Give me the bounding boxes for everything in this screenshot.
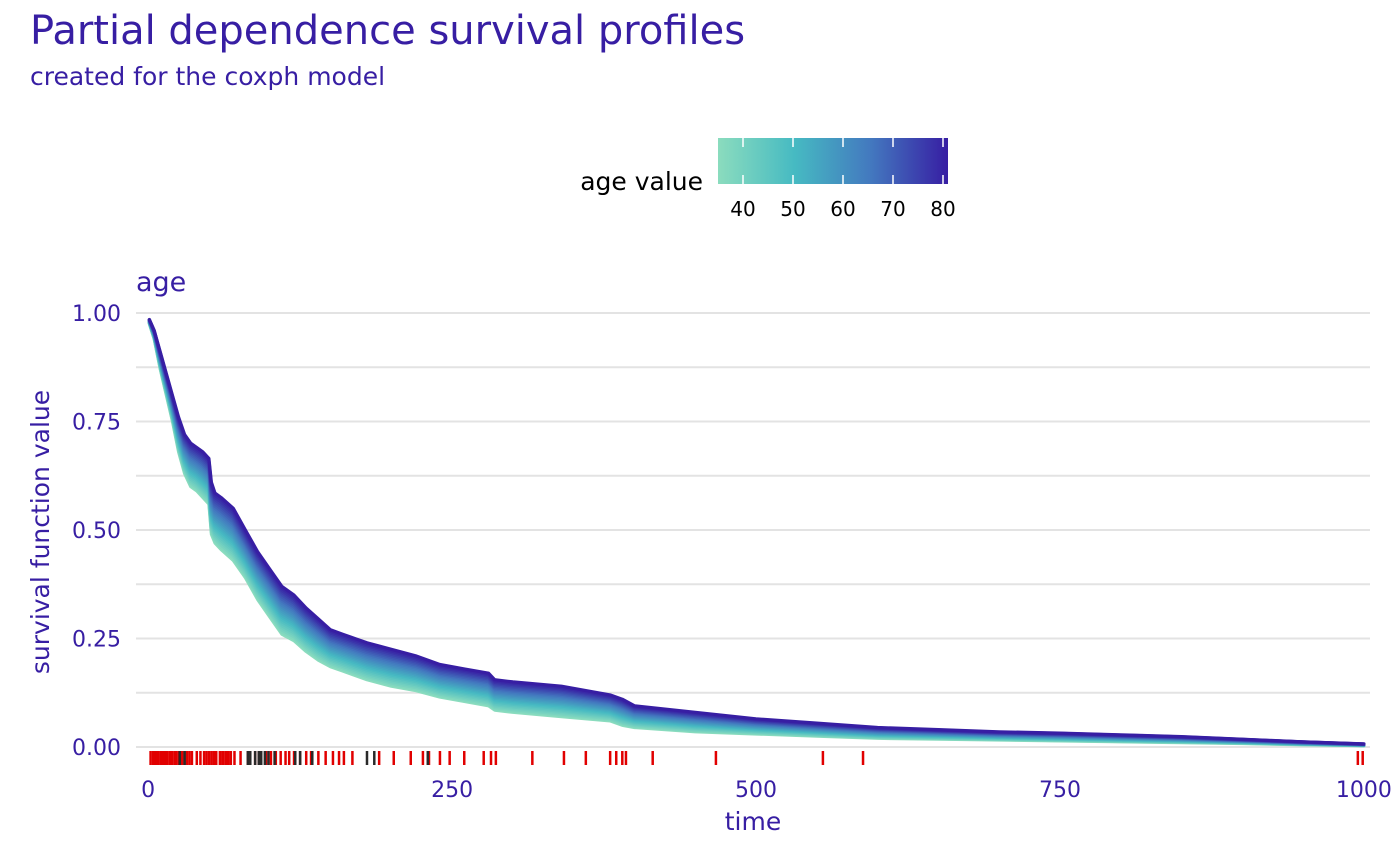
x-axis-label: time [725, 807, 781, 836]
color-legend: age value 40 50 60 70 80 [580, 138, 956, 221]
profile-line [147, 319, 1366, 747]
legend-tick-label: 80 [930, 197, 955, 221]
y-tick-label: 0.50 [72, 519, 121, 544]
profile-line [147, 321, 1366, 748]
y-tick-label: 0.00 [72, 736, 121, 761]
legend-tick-label: 40 [730, 197, 755, 221]
y-tick-label: 1.00 [72, 302, 121, 327]
y-tick-label: 0.25 [72, 627, 121, 652]
profile-line [147, 320, 1366, 747]
profile-line [147, 320, 1366, 747]
profile-line [147, 319, 1366, 747]
x-tick-label: 1000 [1336, 778, 1392, 803]
profile-line [147, 319, 1366, 747]
profile-line [147, 322, 1366, 748]
x-tick-label: 750 [1039, 778, 1081, 803]
profile-line [147, 317, 1366, 746]
rug-marks [149, 751, 1364, 765]
survival-profiles [147, 317, 1366, 748]
profile-line [147, 319, 1366, 747]
y-axis-ticks: 0.00 0.25 0.50 0.75 1.00 [72, 302, 121, 761]
profile-line [147, 321, 1366, 747]
legend-tick-label: 60 [830, 197, 855, 221]
x-tick-label: 500 [735, 778, 777, 803]
legend-title: age value [580, 167, 703, 196]
profile-line [147, 318, 1366, 746]
legend-colorbar [718, 138, 948, 184]
gridlines [136, 312, 1370, 748]
profile-line [147, 321, 1366, 748]
profile-line [147, 320, 1366, 747]
profile-line [147, 318, 1366, 746]
y-axis-label: survival function value [26, 390, 55, 674]
profile-line [147, 321, 1366, 747]
legend-tick-label: 50 [780, 197, 805, 221]
facet-label: age [136, 267, 186, 298]
profile-line [147, 321, 1366, 748]
profile-line [147, 319, 1366, 747]
chart-subtitle: created for the coxph model [30, 62, 386, 91]
profile-line [147, 318, 1366, 746]
y-tick-label: 0.75 [72, 411, 121, 436]
profile-line [147, 320, 1366, 747]
chart-title: Partial dependence survival profiles [30, 8, 746, 54]
profile-line [147, 322, 1366, 748]
x-axis-ticks: 0 250 500 750 1000 [141, 778, 1392, 803]
profile-line [147, 318, 1366, 746]
profile-line [147, 320, 1366, 747]
profile-line [147, 320, 1366, 747]
profile-line [147, 318, 1366, 746]
x-tick-label: 250 [431, 778, 473, 803]
legend-tick-label: 70 [880, 197, 905, 221]
x-tick-label: 0 [141, 778, 155, 803]
